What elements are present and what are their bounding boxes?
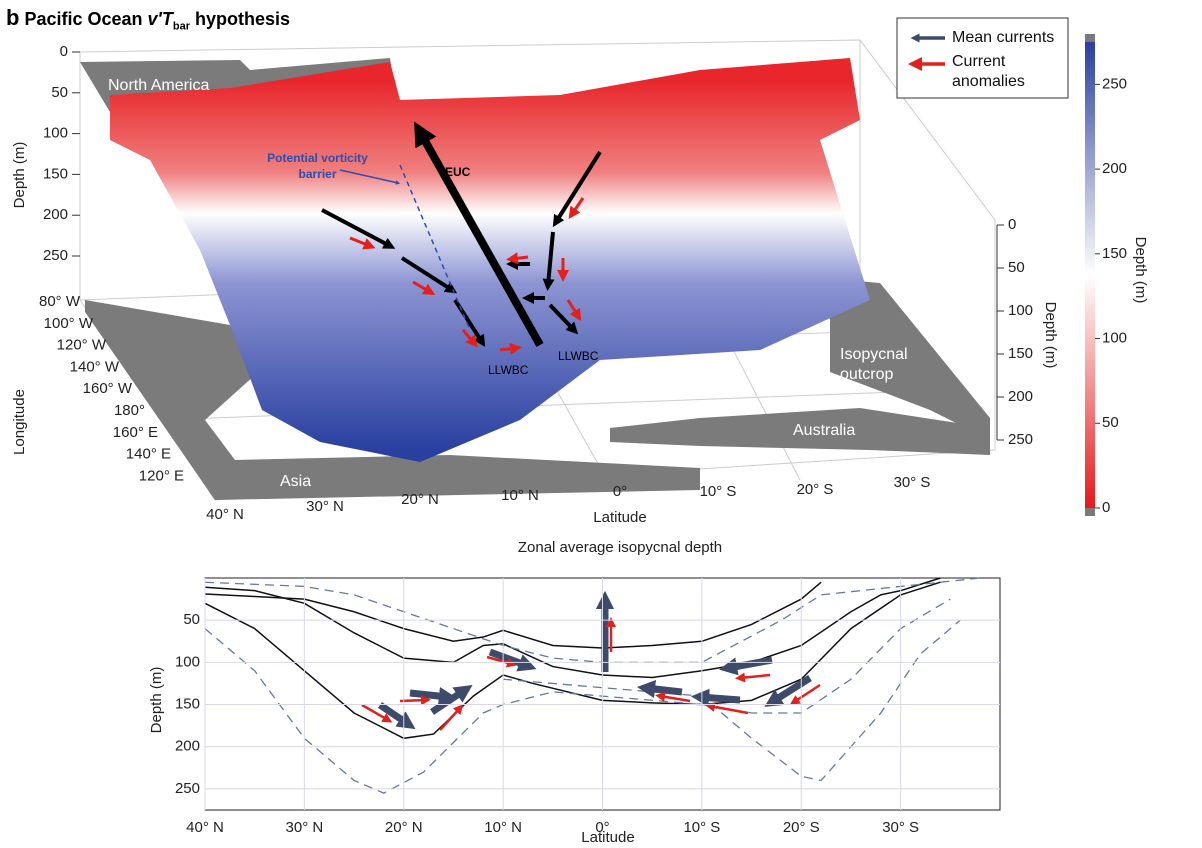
x-tick-label: 10° S xyxy=(700,483,737,500)
y2-tick-label: 150 xyxy=(1008,345,1033,362)
annotation: North America xyxy=(108,76,209,96)
y-tick-label: 50 xyxy=(51,84,68,101)
x-tick-label: 0° xyxy=(613,483,627,500)
x-tick-label: 30° N xyxy=(286,819,324,836)
z-tick-label: 160° E xyxy=(113,424,158,441)
x-tick-label: 30° S xyxy=(882,819,919,836)
annotation: Potential vorticity barrier xyxy=(255,150,380,182)
z-axis-label: Longitude xyxy=(11,389,28,455)
colorbar xyxy=(1085,42,1095,508)
z-tick-label: 140° E xyxy=(126,446,171,463)
x-tick-label: 20° S xyxy=(797,481,834,498)
annotation: LLWBC xyxy=(488,360,528,380)
x-axis-label: Latitude xyxy=(581,829,634,846)
y2-tick-label: 200 xyxy=(1008,388,1033,405)
colorbar-cap xyxy=(1085,34,1095,42)
x-tick-label: 20° N xyxy=(385,819,423,836)
z-tick-label: 180° xyxy=(114,402,145,419)
annotation: LLWBC xyxy=(558,346,598,366)
y-tick-label: 150 xyxy=(175,696,200,713)
isopycnal-line xyxy=(205,582,821,648)
colorbar-tick-label: 100 xyxy=(1102,330,1127,347)
title-text: hypothesis xyxy=(190,9,290,29)
y2-tick-label: 250 xyxy=(1008,431,1033,448)
y-tick-label: 250 xyxy=(43,247,68,264)
y-tick-label: 50 xyxy=(183,611,200,628)
colorbar-tick-label: 250 xyxy=(1102,75,1127,92)
x-tick-label: 40° N xyxy=(186,819,224,836)
annotation: Australia xyxy=(793,421,855,441)
y2-tick-label: 0 xyxy=(1008,216,1016,233)
y-tick-label: 100 xyxy=(43,125,68,142)
z-tick-label: 80° W xyxy=(39,293,81,310)
y-axis-label: Depth (m) xyxy=(148,667,165,734)
colorbar-cap xyxy=(1085,508,1095,516)
anomaly-arrows-2d xyxy=(362,622,820,730)
y-tick-label: 200 xyxy=(43,206,68,223)
x-tick-label: 10° N xyxy=(484,819,522,836)
x-tick-label: 20° N xyxy=(401,491,439,508)
z-tick-label: 140° W xyxy=(70,358,120,375)
x-tick-label: 40° N xyxy=(206,506,244,523)
colorbar-label: Depth (m) xyxy=(1132,237,1149,304)
y-tick-label: 200 xyxy=(175,738,200,755)
z-tick-label: 160° W xyxy=(83,380,133,397)
colorbar-tick-label: 50 xyxy=(1102,414,1119,431)
panel-label: b xyxy=(6,5,19,30)
title-variable: v′T xyxy=(148,9,173,29)
z-tick-label: 100° W xyxy=(44,315,94,332)
z-tick-label: 120° E xyxy=(139,467,184,484)
x-tick-label: 10° S xyxy=(683,819,720,836)
x-axis-label: Latitude xyxy=(593,509,646,526)
annotation: Asia xyxy=(280,472,311,492)
annotation: EUC xyxy=(445,162,470,182)
x-tick-label: 10° N xyxy=(501,487,539,504)
y-tick-label: 0 xyxy=(60,43,68,60)
y2-axis-label: Depth (m) xyxy=(1042,302,1059,369)
z-tick-label: 120° W xyxy=(57,337,107,354)
legend-label: Current anomalies xyxy=(952,52,1052,92)
y2-tick-label: 50 xyxy=(1008,259,1025,276)
y-tick-label: 100 xyxy=(175,653,200,670)
colorbar-tick-label: 0 xyxy=(1102,499,1110,516)
y2-tick-label: 100 xyxy=(1008,302,1033,319)
x-tick-label: 20° S xyxy=(783,819,820,836)
x-tick-label: 30° S xyxy=(894,474,931,491)
y-tick-label: 150 xyxy=(43,165,68,182)
legend-label: Mean currents xyxy=(952,28,1064,48)
annotation: Isopycnal outcrop xyxy=(840,345,940,385)
x-tick-label: 30° N xyxy=(306,498,344,515)
y-axis-label: Depth (m) xyxy=(11,142,28,209)
isopycnal-line xyxy=(205,599,950,793)
title-subscript: bar xyxy=(173,21,190,33)
chart-title: Zonal average isopycnal depth xyxy=(518,539,722,556)
y-tick-label: 250 xyxy=(175,780,200,797)
colorbar-tick-label: 200 xyxy=(1102,160,1127,177)
title-text: Pacific Ocean xyxy=(24,9,147,29)
chart: 0 50 100 150 200 250 Depth (m) 80° W 100° W 120° … xyxy=(0,0,1202,848)
colorbar-tick-label: 150 xyxy=(1102,245,1127,262)
figure-title: b Pacific Ocean v′Tbar hypothesis xyxy=(6,8,290,37)
figure: 0 50 100 150 200 250 Depth (m) 80° W 100° W 120° … xyxy=(0,0,1202,848)
